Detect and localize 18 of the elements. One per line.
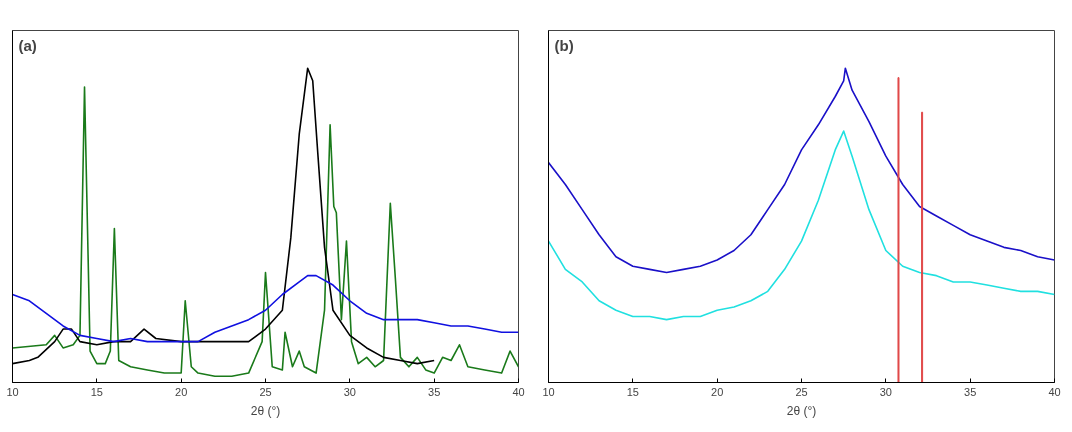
chart-title: (b) xyxy=(554,36,574,54)
x-tick-label: 30 xyxy=(343,385,356,398)
x-axis-title: 2θ (°) xyxy=(250,403,281,418)
x-tick-label: 15 xyxy=(90,385,103,398)
x-tick-label: 25 xyxy=(795,385,808,398)
x-tick-label: 10 xyxy=(542,385,555,398)
x-tick-label: 35 xyxy=(964,385,977,398)
x-tick-label: 10 xyxy=(6,385,19,398)
chart-title: (a) xyxy=(18,36,37,54)
x-tick-label: 30 xyxy=(879,385,892,398)
x-tick-label: 40 xyxy=(1048,385,1061,398)
x-tick-label: 25 xyxy=(259,385,272,398)
x-tick-label: 20 xyxy=(711,385,724,398)
x-tick-label: 15 xyxy=(626,385,639,398)
x-axis-title: 2θ (°) xyxy=(786,403,817,418)
x-tick-label: 40 xyxy=(512,385,525,398)
x-tick-label: 20 xyxy=(175,385,188,398)
x-tick-label: 35 xyxy=(428,385,441,398)
